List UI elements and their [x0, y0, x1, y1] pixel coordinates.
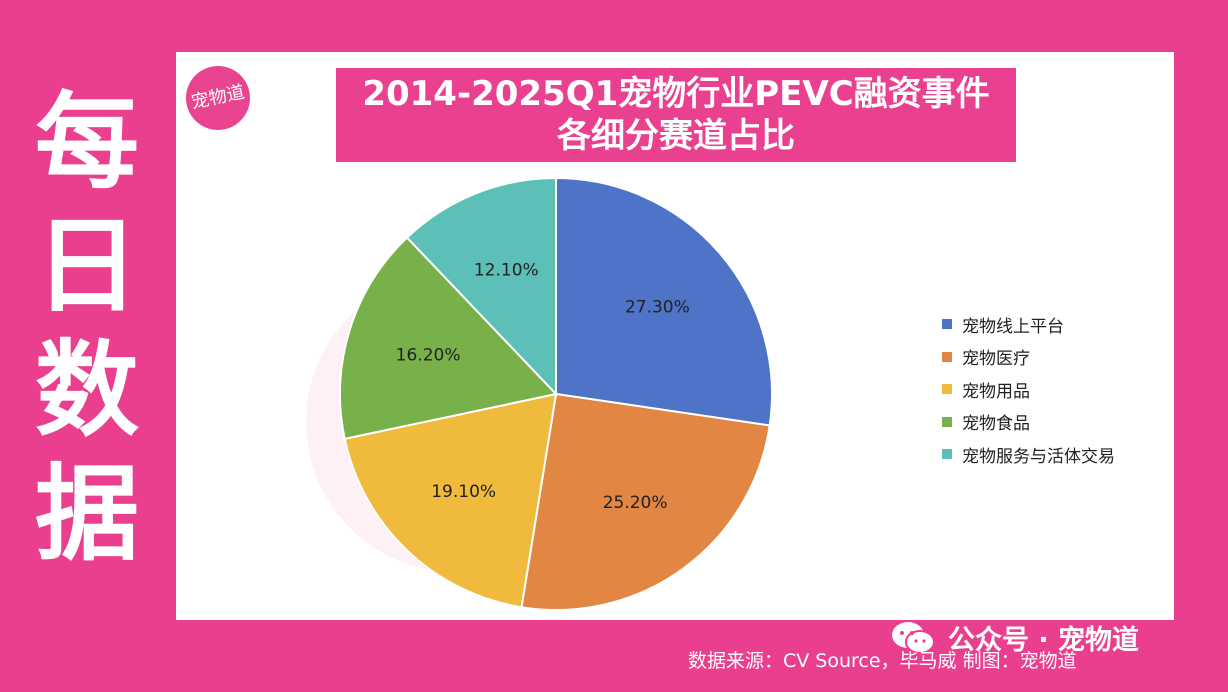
- side-title-char-1: 每: [34, 81, 139, 203]
- legend-item-5: 宠物服务与活体交易: [942, 438, 1115, 471]
- legend-label-1: 宠物线上平台: [962, 316, 1064, 337]
- legend-swatch-5: [942, 449, 952, 460]
- legend-swatch-1: [942, 319, 952, 330]
- legend-item-2: 宠物医疗: [942, 341, 1115, 374]
- legend-label-5: 宠物服务与活体交易: [962, 446, 1115, 467]
- legend-label-4: 宠物食品: [962, 414, 1030, 435]
- side-title-char-4: 据: [34, 453, 139, 575]
- legend-item-3: 宠物用品: [942, 373, 1115, 406]
- pie-slice-3: [343, 392, 558, 609]
- pie-data-label-3: 19.10%: [431, 482, 496, 502]
- legend-swatch-2: [942, 351, 952, 362]
- chart-title: 2014-2025Q1宠物行业PEVC融资事件 各细分赛道占比: [336, 68, 1016, 162]
- side-title-char-2: 日: [34, 205, 139, 327]
- pie-data-label-5: 12.10%: [474, 261, 539, 281]
- chart-card: 宠物道 2014-2025Q1宠物行业PEVC融资事件 各细分赛道占比 27.3…: [176, 52, 1174, 620]
- pie-data-label-2: 25.20%: [603, 493, 668, 513]
- pie-slice-2: [520, 392, 771, 611]
- legend-label-3: 宠物用品: [962, 381, 1030, 402]
- legend-swatch-3: [942, 384, 952, 395]
- side-title-char-3: 数: [34, 329, 139, 451]
- legend-item-4: 宠物食品: [942, 406, 1115, 439]
- legend-item-1: 宠物线上平台: [942, 308, 1115, 341]
- pie-data-label-1: 27.30%: [625, 297, 690, 317]
- wechat-account: 公众号 · 宠物道: [890, 618, 1139, 657]
- source-note: 数据来源：CV Source，毕马威 制图：宠物道: [688, 650, 1077, 672]
- pie-slice-4: [339, 236, 558, 441]
- chart-title-line-1: 2014-2025Q1宠物行业PEVC融资事件: [362, 74, 990, 114]
- chart-title-line-2: 各细分赛道占比: [557, 116, 795, 156]
- pie-slice-5: [405, 176, 557, 397]
- legend-label-2: 宠物医疗: [962, 349, 1030, 370]
- wechat-icon: [892, 621, 935, 654]
- legend-swatch-4: [942, 416, 952, 427]
- pie-data-label-4: 16.20%: [396, 345, 461, 365]
- pie-chart: 27.30% 25.20% 19.10% 16.20% 12.10%: [339, 176, 773, 611]
- chart-legend: 宠物线上平台 宠物医疗宠物用品宠物食品宠物服务与活体交易: [942, 308, 1115, 471]
- wechat-label: 公众号 · 宠物道: [948, 625, 1140, 656]
- side-title: 每 日 数 据: [22, 80, 152, 576]
- pie-slice-1: [555, 176, 773, 427]
